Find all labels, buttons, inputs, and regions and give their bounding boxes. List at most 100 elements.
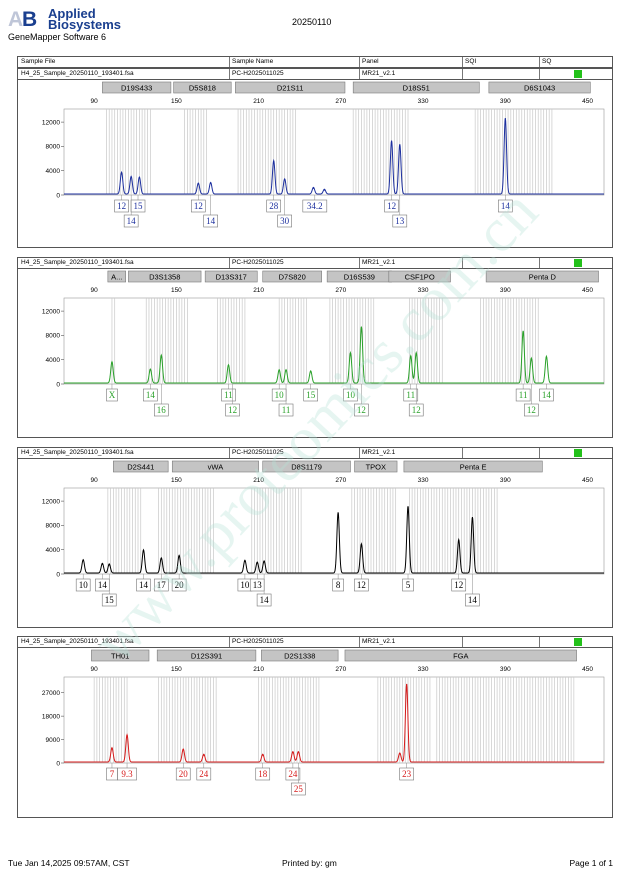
allele-label[interactable]: 20 — [171, 574, 187, 592]
peak[interactable] — [138, 177, 140, 179]
peak[interactable] — [399, 753, 401, 755]
peak[interactable] — [210, 182, 212, 185]
marker-d2s1338[interactable]: D2S1338 — [261, 649, 339, 662]
peak[interactable] — [410, 356, 412, 358]
peak[interactable] — [111, 362, 113, 364]
peak[interactable] — [399, 144, 401, 146]
allele-label[interactable]: 14 — [123, 195, 139, 228]
marker-a-[interactable]: A... — [107, 270, 126, 283]
peak[interactable] — [297, 751, 299, 754]
allele-label[interactable]: 14 — [539, 384, 554, 402]
allele-label[interactable]: 28 — [266, 195, 281, 213]
allele-label[interactable]: 14 — [465, 574, 480, 607]
marker-penta-e[interactable]: Penta E — [403, 460, 543, 473]
allele-label[interactable]: 15 — [130, 195, 146, 213]
allele-label[interactable]: 25 — [291, 763, 306, 796]
peak[interactable] — [178, 555, 180, 557]
allele-label[interactable]: 14 — [143, 384, 158, 402]
marker-d3s1358[interactable]: D3S1358 — [128, 270, 202, 283]
peak[interactable] — [142, 550, 145, 552]
allele-label[interactable]: 15 — [303, 384, 319, 402]
peak[interactable] — [108, 564, 110, 566]
allele-label[interactable]: 14 — [256, 574, 272, 607]
marker-penta-d[interactable]: Penta D — [485, 270, 599, 283]
marker-fga[interactable]: FGA — [344, 649, 577, 662]
allele-label[interactable]: 34.2 — [302, 195, 328, 213]
peak[interactable] — [120, 172, 123, 174]
allele-label[interactable]: 11 — [515, 384, 531, 402]
allele-label[interactable]: 12 — [354, 574, 369, 592]
peak[interactable] — [310, 371, 312, 373]
marker-d13s317[interactable]: D13S317 — [204, 270, 258, 283]
peak[interactable] — [545, 356, 548, 358]
peak[interactable] — [244, 560, 246, 562]
allele-label[interactable]: 12 — [408, 384, 424, 417]
marker-d8s1179[interactable]: D8S1179 — [262, 460, 351, 473]
allele-label[interactable]: 23 — [399, 763, 414, 781]
allele-label[interactable]: 17 — [154, 574, 169, 592]
allele-label[interactable]: 11 — [221, 384, 236, 402]
marker-vwa[interactable]: vWA — [171, 460, 259, 473]
allele-label[interactable]: 12 — [451, 574, 467, 592]
peak[interactable] — [227, 365, 230, 367]
allele-label[interactable]: 14 — [203, 195, 218, 228]
allele-label[interactable]: 9.3 — [117, 763, 137, 781]
allele-label[interactable]: 10 — [343, 384, 358, 402]
marker-d21s11[interactable]: D21S11 — [235, 81, 346, 94]
allele-label[interactable]: 18 — [255, 763, 271, 781]
peak[interactable] — [349, 353, 352, 355]
peak[interactable] — [522, 331, 524, 333]
allele-label[interactable]: 13 — [249, 574, 265, 592]
marker-csf1po[interactable]: CSF1PO — [388, 270, 451, 283]
peak[interactable] — [256, 562, 258, 564]
allele-label[interactable]: 8 — [332, 574, 344, 592]
peak[interactable] — [390, 140, 393, 143]
allele-label[interactable]: 12 — [225, 384, 240, 417]
peak[interactable] — [262, 754, 264, 756]
peak[interactable] — [360, 544, 363, 546]
marker-d6s1043[interactable]: D6S1043 — [488, 81, 591, 94]
marker-d7s820[interactable]: D7S820 — [262, 270, 322, 283]
peak[interactable] — [284, 179, 286, 181]
marker-d2s441[interactable]: D2S441 — [113, 460, 169, 473]
allele-label[interactable]: 24 — [285, 763, 301, 781]
marker-tpox[interactable]: TPOX — [354, 460, 398, 473]
marker-d16s539[interactable]: D16S539 — [326, 270, 392, 283]
peak[interactable] — [126, 735, 128, 737]
peak[interactable] — [504, 118, 506, 120]
peak[interactable] — [197, 183, 199, 185]
peak[interactable] — [323, 189, 326, 191]
allele-label[interactable]: 12 — [524, 384, 539, 417]
allele-label[interactable]: 11 — [278, 384, 294, 417]
allele-label[interactable]: 12 — [114, 195, 129, 213]
peak[interactable] — [406, 684, 408, 686]
peak[interactable] — [263, 561, 265, 563]
allele-label[interactable]: 10 — [271, 384, 287, 402]
peak[interactable] — [415, 353, 417, 355]
peak[interactable] — [273, 160, 275, 163]
allele-label[interactable]: 16 — [154, 384, 169, 417]
allele-label[interactable]: 10 — [75, 574, 91, 592]
marker-d19s433[interactable]: D19S433 — [102, 81, 172, 94]
peak[interactable] — [130, 176, 132, 178]
peak[interactable] — [111, 748, 113, 750]
allele-label[interactable]: X — [106, 384, 118, 402]
peak[interactable] — [160, 355, 162, 357]
allele-label[interactable]: 12 — [354, 384, 369, 417]
allele-label[interactable]: 24 — [196, 763, 212, 781]
peak[interactable] — [285, 370, 287, 372]
peak[interactable] — [337, 512, 339, 514]
allele-label[interactable]: 14 — [136, 574, 151, 592]
allele-label[interactable]: 7 — [106, 763, 118, 781]
marker-d5s818[interactable]: D5S818 — [173, 81, 232, 94]
peak[interactable] — [182, 749, 184, 751]
marker-d18s51[interactable]: D18S51 — [352, 81, 480, 94]
allele-label[interactable]: 12 — [191, 195, 206, 213]
allele-label[interactable]: 10 — [237, 574, 253, 592]
peak[interactable] — [101, 563, 103, 565]
allele-label[interactable]: 15 — [101, 574, 117, 607]
marker-d12s391[interactable]: D12S391 — [156, 649, 257, 662]
allele-label[interactable]: 12 — [384, 195, 399, 213]
allele-label[interactable]: 13 — [392, 195, 408, 228]
peak[interactable] — [530, 358, 532, 360]
